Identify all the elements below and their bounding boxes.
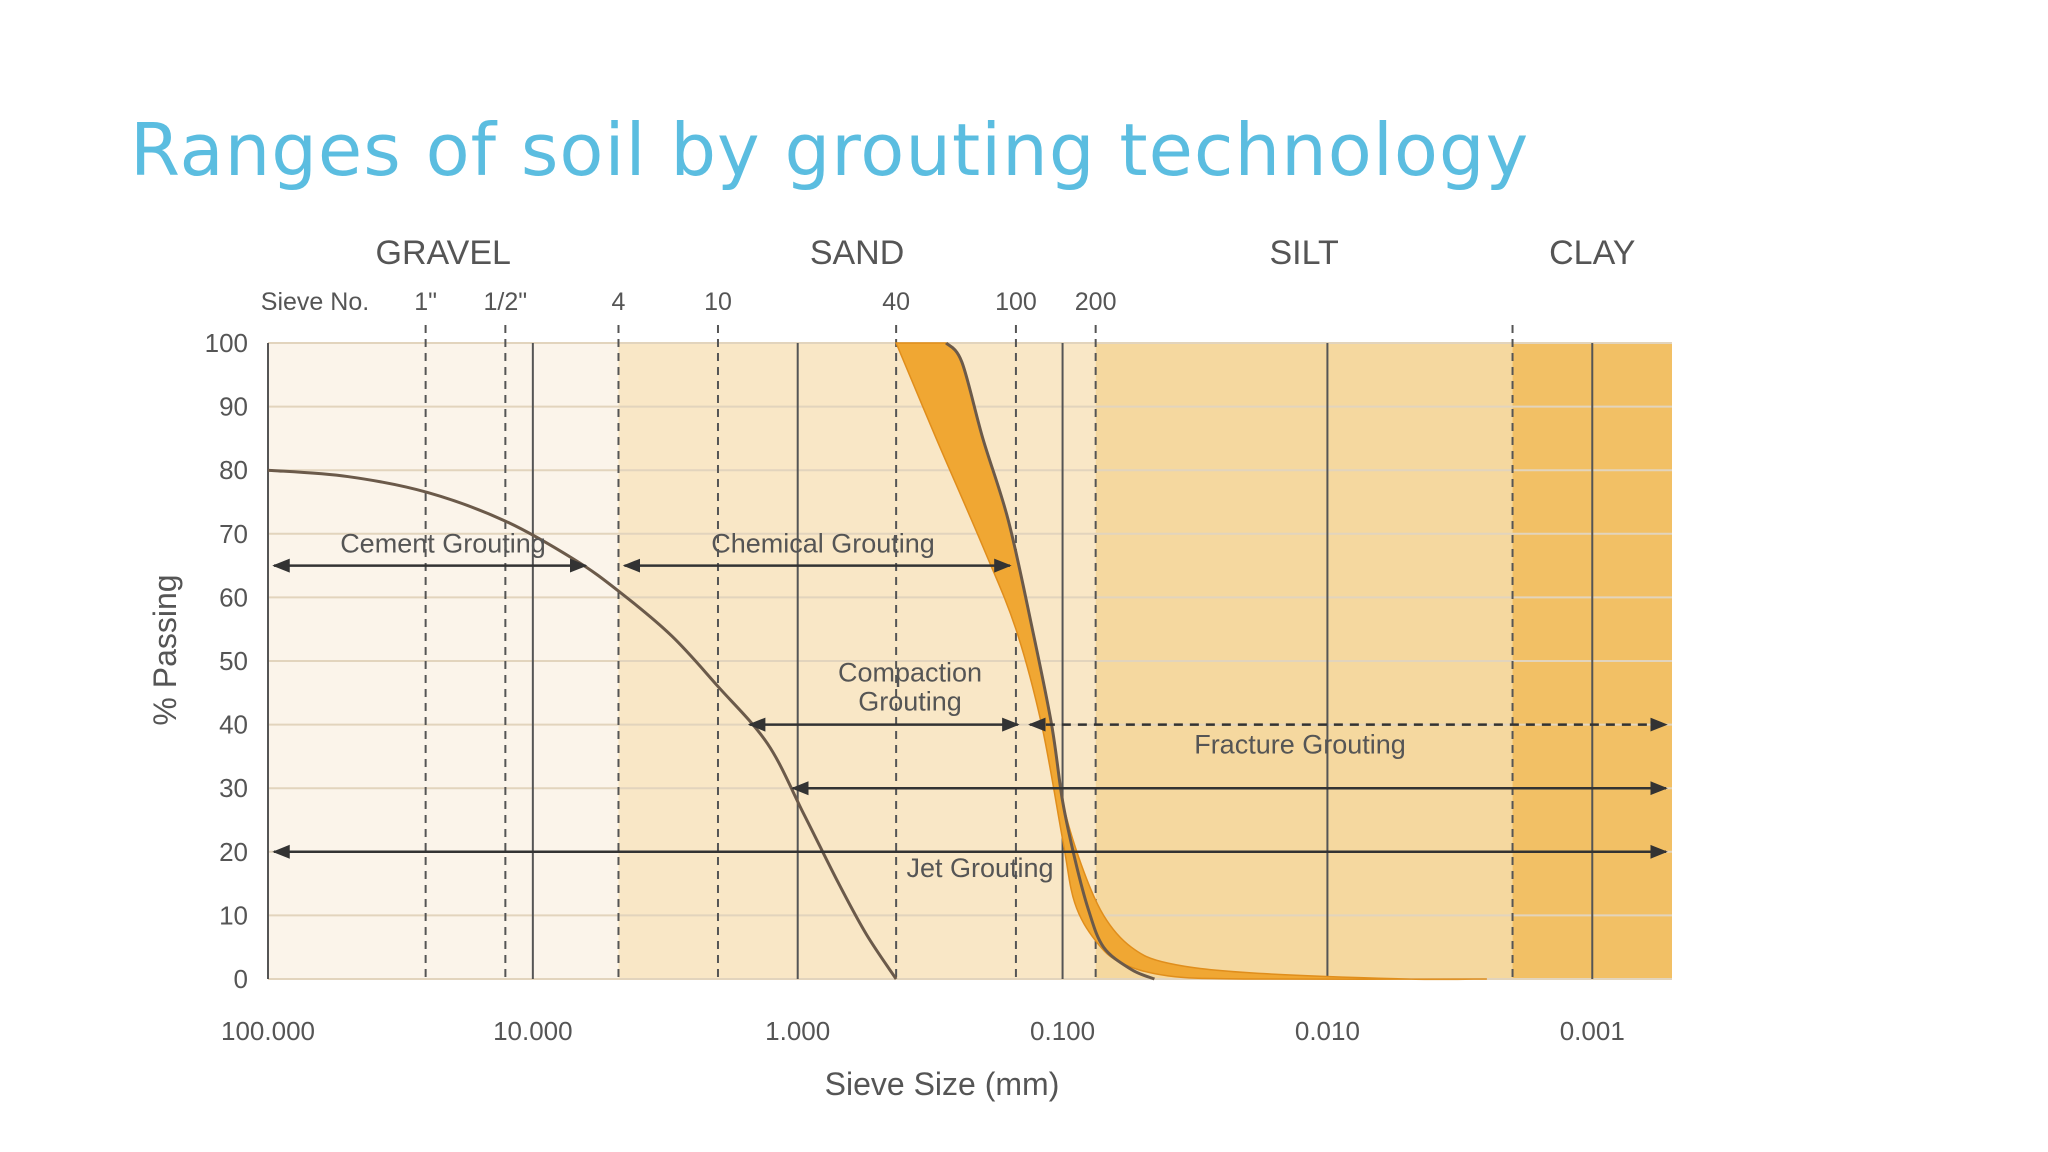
sieve-header: Sieve No. bbox=[261, 288, 369, 316]
x-tick-label: 0.100 bbox=[1030, 1016, 1095, 1046]
slide-title: Ranges of soil by grouting technology bbox=[130, 108, 1530, 192]
y-tick-label: 30 bbox=[219, 773, 248, 803]
zone-label-sand: SAND bbox=[810, 234, 904, 272]
y-tick-label: 40 bbox=[219, 710, 248, 740]
gravel-gradation-curve bbox=[267, 468, 898, 980]
sieve-label: 1" bbox=[414, 288, 437, 316]
y-tick-label: 10 bbox=[219, 900, 248, 930]
sieve-label: 40 bbox=[882, 288, 910, 316]
x-tick-label: 0.010 bbox=[1295, 1016, 1360, 1046]
y-tick-label: 0 bbox=[234, 964, 248, 994]
x-tick-label: 10.000 bbox=[493, 1016, 573, 1046]
label-cement-grouting: Cement Grouting bbox=[340, 529, 546, 559]
sieve-label: 200 bbox=[1075, 288, 1117, 316]
label-compaction-grouting-line2: Grouting bbox=[858, 687, 962, 717]
zone-label-silt: SILT bbox=[1269, 234, 1338, 272]
sieve-label: 1/2" bbox=[484, 288, 528, 316]
label-compaction-grouting-line1: Compaction bbox=[838, 658, 982, 688]
label-fracture-grouting: Fracture Grouting bbox=[1194, 730, 1406, 760]
y-axis-title: % Passing bbox=[147, 574, 183, 725]
x-tick-label: 0.001 bbox=[1560, 1016, 1625, 1046]
y-tick-label: 50 bbox=[219, 646, 248, 676]
zone-label-clay: CLAY bbox=[1549, 234, 1635, 272]
y-tick-label: 60 bbox=[219, 582, 248, 612]
y-tick-label: 100 bbox=[205, 328, 248, 358]
sieve-label: 4 bbox=[612, 288, 626, 316]
x-tick-label: 1.000 bbox=[765, 1016, 830, 1046]
y-tick-label: 70 bbox=[219, 519, 248, 549]
axis-labels: GRAVEL SAND SILT CLAY0102030405060708090100… bbox=[205, 234, 1636, 1046]
sieve-label: 10 bbox=[704, 288, 732, 316]
sieve-label: 100 bbox=[995, 288, 1037, 316]
zone-label-gravel: GRAVEL bbox=[376, 234, 511, 272]
label-jet-grouting: Jet Grouting bbox=[906, 853, 1053, 883]
x-tick-label: 100.000 bbox=[221, 1016, 315, 1046]
y-tick-label: 90 bbox=[219, 392, 248, 422]
label-chemical-grouting: Chemical Grouting bbox=[711, 529, 935, 559]
x-axis-title: Sieve Size (mm) bbox=[825, 1066, 1060, 1102]
grouting-ranges: Cement Grouting Chemical Grouting Compacti… bbox=[272, 529, 1668, 883]
y-tick-label: 20 bbox=[219, 837, 248, 867]
y-tick-label: 80 bbox=[219, 455, 248, 485]
